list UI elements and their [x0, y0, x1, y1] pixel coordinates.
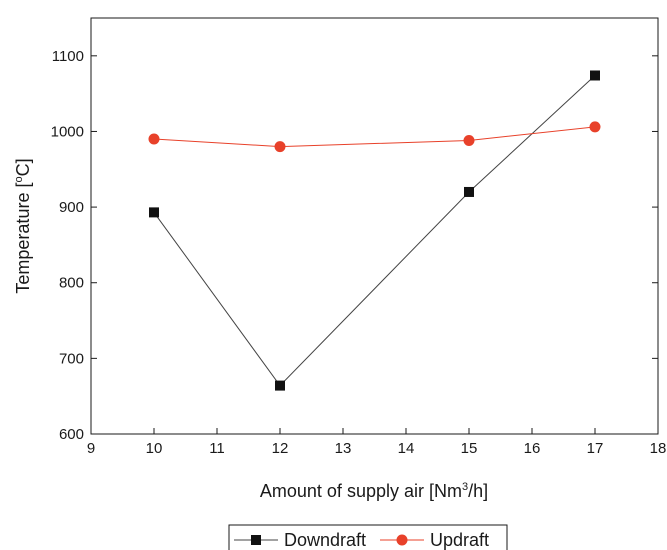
y-axis: 600 700 800 900 1000 1100 — [51, 48, 658, 443]
legend: Downdraft Updraft — [228, 524, 508, 550]
y-tick-label: 1000 — [51, 123, 84, 140]
y-tick-label: 800 — [59, 275, 84, 292]
legend-label-updraft: Updraft — [430, 530, 489, 550]
data-point-updraft — [463, 135, 475, 147]
x-tick-label: 16 — [524, 440, 541, 457]
x-tick-label: 13 — [335, 440, 352, 457]
x-tick-label: 17 — [587, 440, 604, 457]
data-point-downdraft — [275, 380, 285, 391]
legend-frame — [228, 524, 508, 550]
y-tick-label: 1100 — [52, 48, 84, 65]
y-tick-label: 700 — [59, 350, 84, 367]
x-tick-label: 15 — [461, 440, 478, 457]
series-layer — [148, 70, 601, 391]
data-point-updraft — [148, 133, 160, 145]
data-point-downdraft — [464, 186, 474, 197]
x-tick-label: 12 — [272, 440, 289, 457]
plot-area-frame — [90, 17, 659, 435]
data-point-updraft — [274, 141, 286, 153]
x-tick-label: 10 — [146, 440, 163, 457]
legend-label-downdraft: Downdraft — [284, 530, 366, 550]
x-tick-label: 14 — [398, 440, 415, 457]
legend-marker-updraft — [396, 534, 408, 546]
y-axis-title: Temperature [oC] — [13, 158, 33, 293]
x-tick-label: 18 — [650, 440, 667, 457]
x-tick-label: 9 — [87, 440, 95, 457]
series-line-updraft — [153, 126, 596, 148]
x-axis: 9 10 11 12 13 14 15 16 17 18 — [87, 428, 667, 457]
legend-marker-downdraft — [251, 535, 261, 545]
y-tick-label: 900 — [59, 199, 84, 216]
series-line-downdraft — [153, 75, 596, 387]
data-point-downdraft — [590, 70, 600, 81]
data-point-downdraft — [149, 207, 159, 218]
data-point-updraft — [589, 121, 601, 133]
y-tick-label: 600 — [59, 426, 84, 443]
x-tick-label: 11 — [209, 440, 225, 457]
x-axis-title: Amount of supply air [Nm3/h] — [260, 481, 488, 501]
